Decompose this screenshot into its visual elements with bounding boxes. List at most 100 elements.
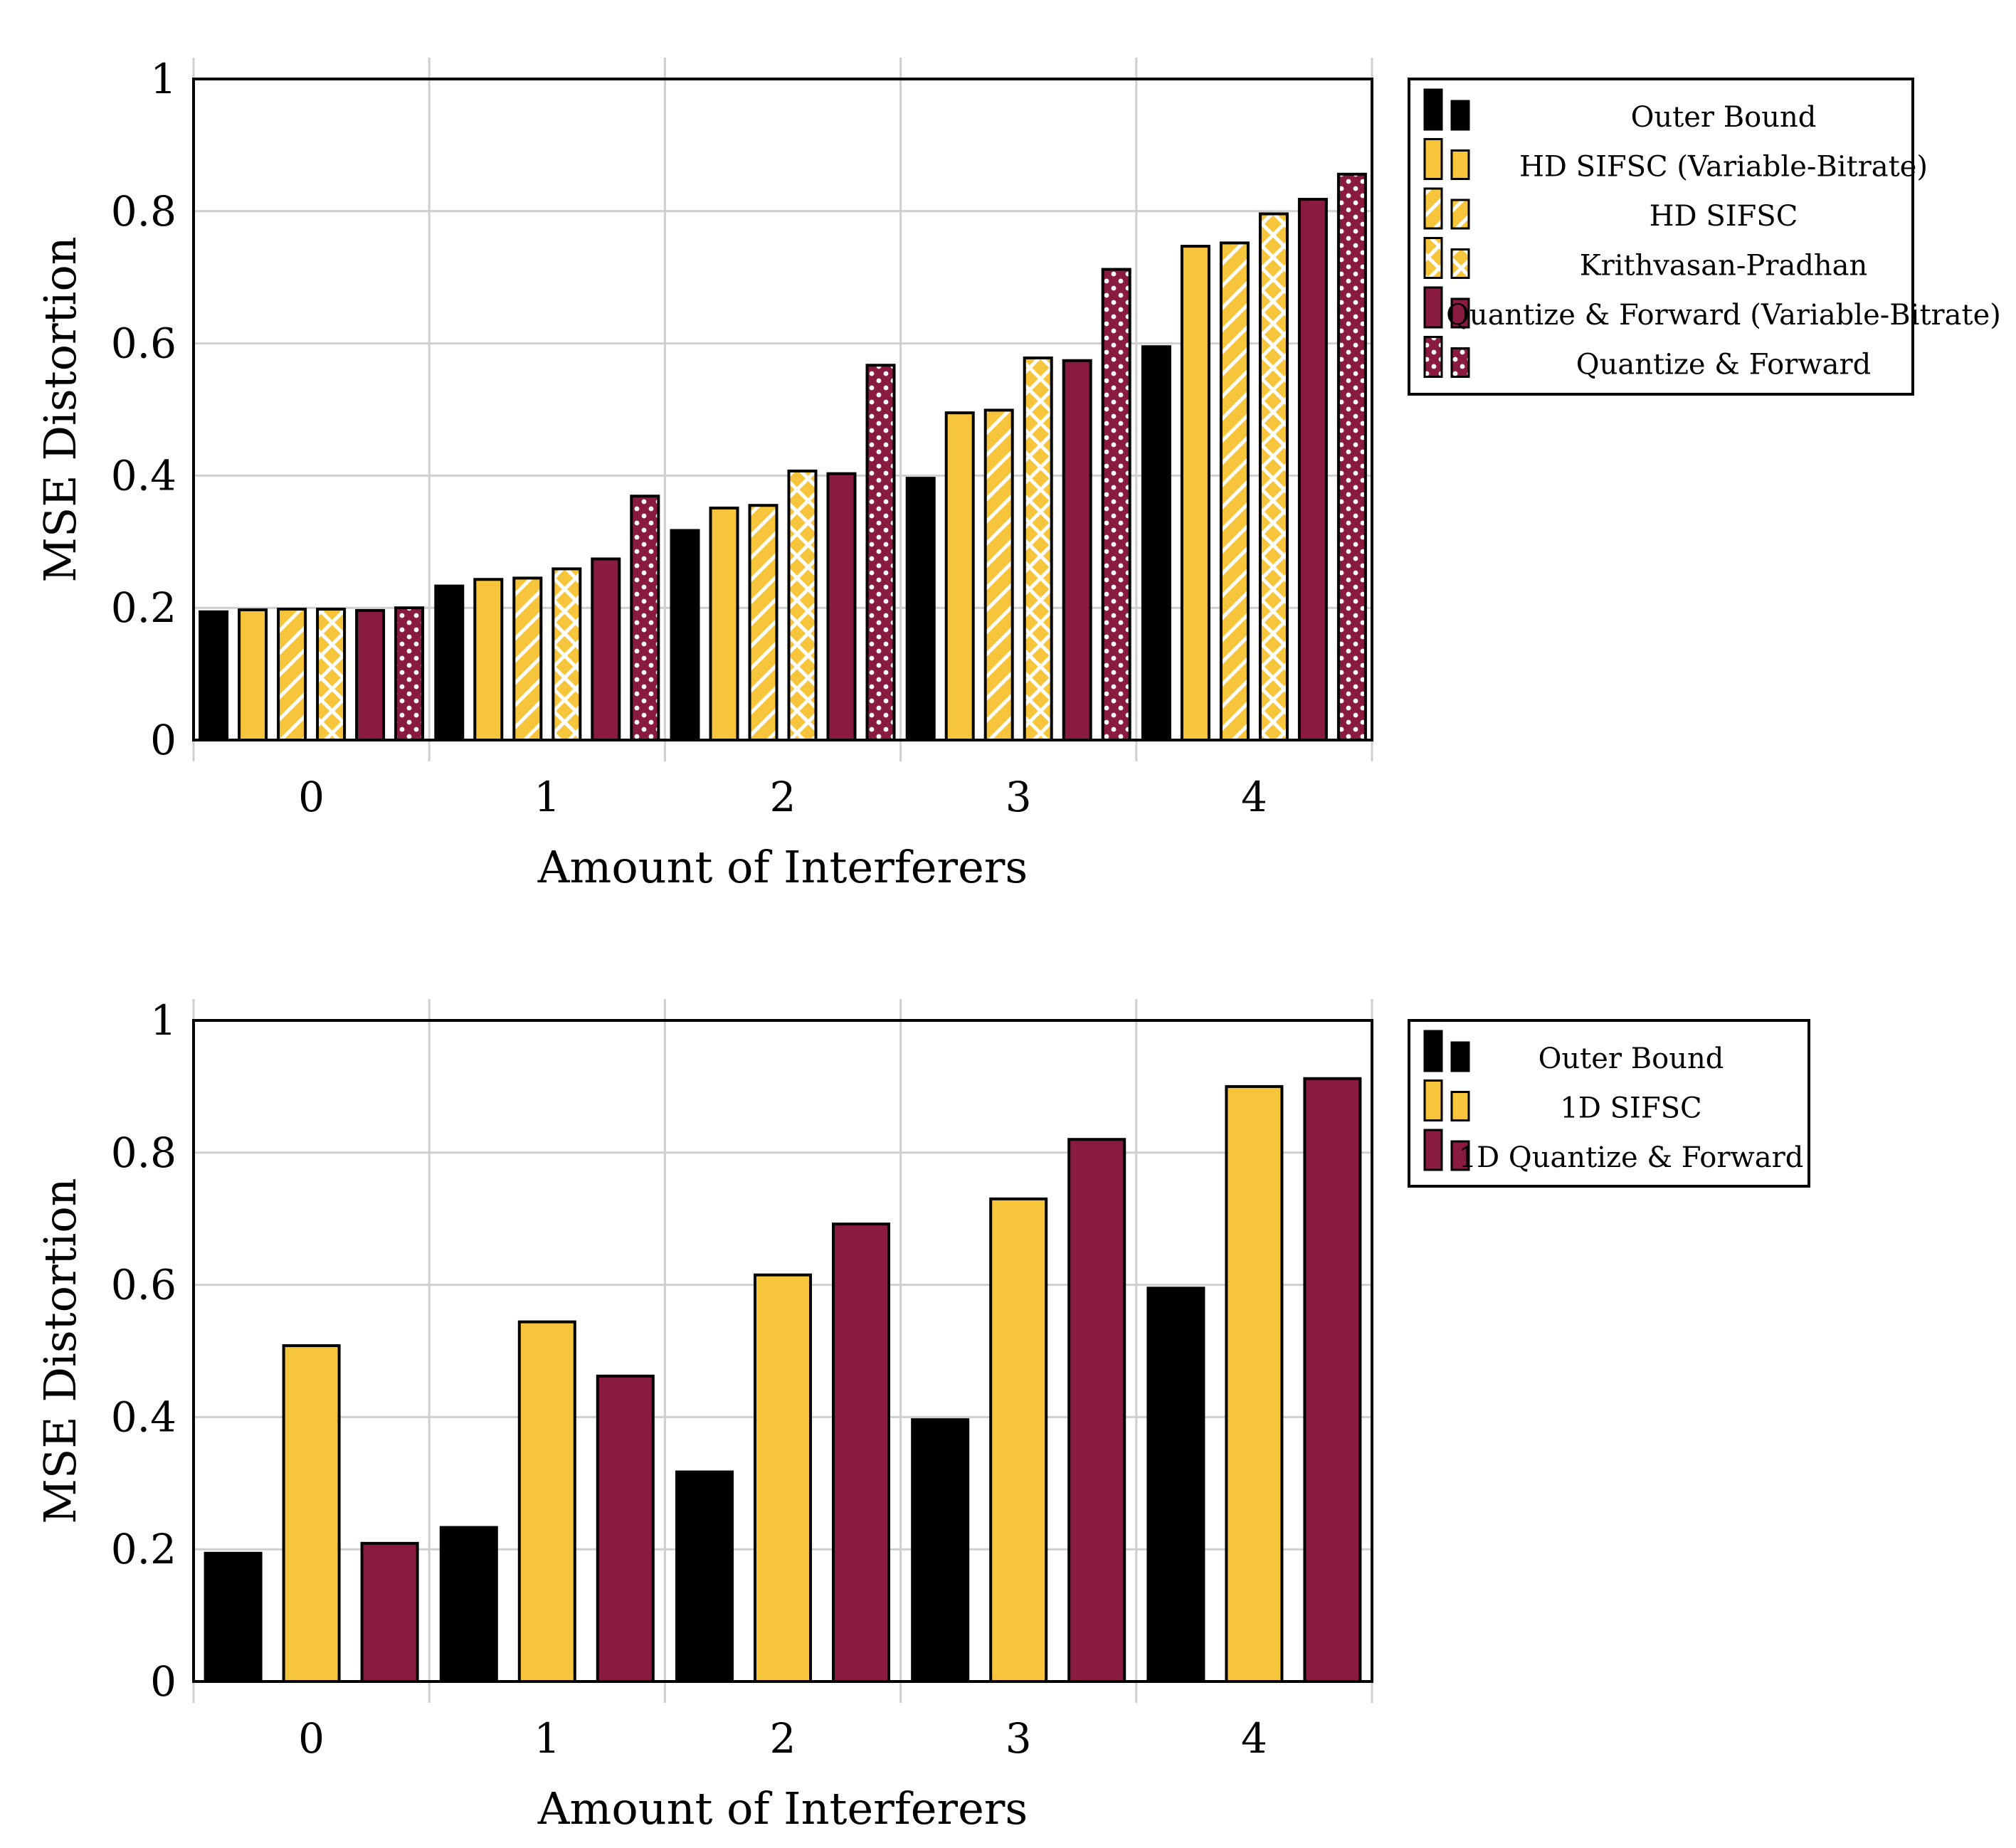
bar-hd-sifsc-variable-bitrate-3 [944, 411, 975, 742]
x-tick-label: 1 [534, 773, 560, 821]
chart-bottom-legend: Outer Bound 1D SIFSC 1D Quantize & Forwa… [1408, 1019, 1810, 1188]
legend-key-1d-quantize-forward-short [1450, 1140, 1470, 1171]
bar-1d-sifsc-3 [989, 1197, 1048, 1683]
bar-hd-sifsc-variable-bitrate-4 [1180, 245, 1210, 741]
bar-1d-quantize-forward-4 [1303, 1077, 1362, 1683]
chart-bottom: 0 0.2 0.4 0.6 0.8 1 0 1 2 3 4 Amount of … [34, 996, 1810, 1834]
y-tick-label: 0.2 [111, 584, 176, 632]
legend-label: 1D Quantize & Forward [1459, 1141, 1804, 1174]
bar-krithvasan-pradhan-0 [316, 608, 347, 741]
bar-hd-sifsc-2 [748, 504, 779, 742]
legend-label: Outer Bound [1631, 101, 1817, 134]
bar-quantize-forward-1 [630, 495, 660, 741]
legend-key-1d-quantize-forward-tall [1423, 1129, 1443, 1171]
y-tick-label: 0.6 [111, 1261, 176, 1309]
bar-krithvasan-pradhan-3 [1023, 357, 1053, 741]
bar-quantize-forward-0 [394, 606, 425, 742]
bar-outer-bound-2 [670, 529, 700, 742]
bar-1d-sifsc-1 [517, 1320, 576, 1684]
bar-hd-sifsc-variable-bitrate-0 [238, 608, 268, 741]
bar-hd-sifsc-0 [277, 608, 307, 741]
bar-outer-bound-4 [1146, 1287, 1205, 1683]
legend-key-outer-bound-tall [1423, 1030, 1443, 1072]
chart-top-plot-frame [192, 78, 1373, 741]
bar-quantize-forward-variable-bitrate-4 [1297, 198, 1328, 741]
legend-label: HD SIFSC (Variable-Bitrate) [1519, 151, 1928, 184]
legend-key-hd-sifsc-short [1450, 199, 1470, 230]
bar-1d-sifsc-2 [754, 1273, 812, 1684]
chart-bottom-y-tick-labels: 0 0.2 0.4 0.6 0.8 1 [111, 996, 176, 1706]
legend-box [1408, 78, 1914, 396]
bar-quantize-forward-variable-bitrate-2 [826, 472, 857, 741]
x-tick-label: 0 [298, 773, 324, 821]
bar-krithvasan-pradhan-4 [1258, 212, 1289, 741]
y-tick-label: 0.4 [111, 451, 176, 500]
bar-1d-quantize-forward-1 [596, 1374, 655, 1683]
chart-top: 0 0.2 0.4 0.6 0.8 1 0 1 2 3 4 Amount of … [34, 55, 2001, 893]
bar-hd-sifsc-1 [512, 576, 543, 742]
legend-box [1408, 1019, 1810, 1188]
bar-quantize-forward-4 [1336, 172, 1367, 741]
legend-key-outer-bound-short [1450, 1041, 1470, 1072]
chart-top-x-tick-labels: 0 1 2 3 4 [298, 773, 1267, 821]
x-tick-label: 0 [298, 1714, 324, 1763]
y-tick-label: 0.8 [111, 1129, 176, 1177]
x-tick-label: 3 [1006, 773, 1032, 821]
chart-top-y-axis-title: MSE Distortion [34, 236, 86, 582]
legend-key-quantize-forward-short [1450, 347, 1470, 378]
bar-quantize-forward-3 [1101, 268, 1131, 741]
bar-outer-bound-3 [905, 477, 936, 742]
chart-top-legend: Outer Bound HD SIFSC (Variable-Bitrate) … [1408, 78, 2001, 396]
x-tick-label: 3 [1006, 1714, 1032, 1763]
x-tick-label: 2 [770, 773, 796, 821]
legend-key-quantize-forward-variable-bitrate-short [1450, 297, 1470, 329]
bar-hd-sifsc-4 [1219, 241, 1250, 741]
x-tick-label: 1 [534, 1714, 560, 1763]
legend-key-outer-bound-short [1450, 100, 1470, 131]
bar-1d-sifsc-4 [1225, 1084, 1284, 1683]
bar-outer-bound-0 [199, 610, 229, 741]
chart-top-y-tick-labels: 0 0.2 0.4 0.6 0.8 1 [111, 55, 176, 764]
bar-outer-bound-3 [911, 1418, 970, 1683]
bar-quantize-forward-2 [865, 364, 896, 741]
chart-bottom-x-axis-title: Amount of Interferers [537, 1783, 1028, 1834]
legend-key-hd-sifsc-variable-bitrate-tall [1423, 138, 1443, 180]
bar-outer-bound-0 [204, 1551, 263, 1683]
legend-key-outer-bound-tall [1423, 88, 1443, 131]
bar-quantize-forward-variable-bitrate-0 [355, 608, 386, 742]
chart-bottom-bars [204, 1077, 1362, 1684]
y-tick-label: 0 [150, 1657, 176, 1706]
chart-top-bars [199, 172, 1367, 742]
legend-label: Quantize & Forward [1576, 349, 1871, 381]
legend-key-krithvasan-pradhan-tall [1423, 237, 1443, 279]
bar-quantize-forward-variable-bitrate-3 [1062, 359, 1092, 741]
y-tick-label: 1 [150, 996, 176, 1045]
legend-key-quantize-forward-variable-bitrate-tall [1423, 286, 1443, 329]
bar-hd-sifsc-variable-bitrate-2 [709, 506, 739, 742]
bar-1d-quantize-forward-2 [832, 1223, 890, 1683]
chart-bottom-x-tick-labels: 0 1 2 3 4 [298, 1714, 1267, 1763]
legend-key-1d-sifsc-short [1450, 1091, 1470, 1121]
y-tick-label: 0.6 [111, 320, 176, 368]
legend-key-krithvasan-pradhan-short [1450, 248, 1470, 279]
bar-hd-sifsc-variable-bitrate-1 [473, 578, 504, 741]
legend-key-hd-sifsc-tall [1423, 187, 1443, 230]
legend-key-1d-sifsc-tall [1423, 1079, 1443, 1121]
chart-bottom-y-axis-title: MSE Distortion [34, 1178, 86, 1524]
y-tick-label: 0.4 [111, 1393, 176, 1441]
bar-krithvasan-pradhan-1 [552, 567, 582, 741]
bar-krithvasan-pradhan-2 [787, 469, 818, 741]
bar-outer-bound-2 [675, 1470, 734, 1684]
bar-1d-quantize-forward-0 [360, 1541, 419, 1684]
legend-label: Krithvasan-Pradhan [1580, 250, 1868, 283]
chart-top-x-axis-title: Amount of Interferers [537, 841, 1028, 893]
bar-quantize-forward-variable-bitrate-1 [591, 557, 621, 741]
bar-outer-bound-1 [439, 1526, 498, 1683]
legend-label: 1D SIFSC [1560, 1092, 1701, 1125]
bar-1d-quantize-forward-3 [1067, 1138, 1126, 1683]
bar-hd-sifsc-3 [983, 408, 1014, 742]
x-tick-label: 4 [1241, 1714, 1267, 1763]
y-tick-label: 0 [150, 716, 176, 764]
y-tick-label: 1 [150, 55, 176, 103]
